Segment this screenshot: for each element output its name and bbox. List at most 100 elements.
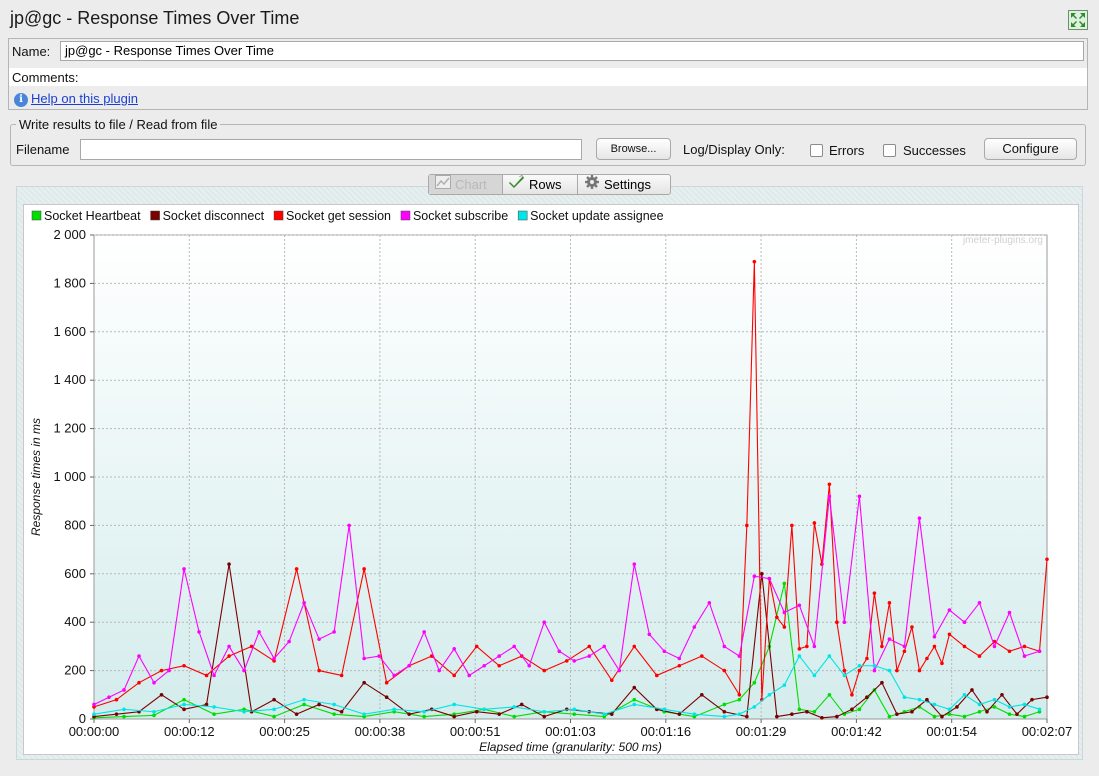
data-point — [317, 637, 321, 641]
data-point — [159, 668, 164, 673]
browse-button[interactable]: Browse... — [596, 138, 671, 160]
data-point — [332, 712, 336, 716]
data-point — [302, 697, 306, 702]
data-point — [887, 601, 892, 605]
data-point — [422, 709, 426, 714]
data-point — [1045, 557, 1049, 562]
data-point — [204, 673, 209, 678]
tab-settings[interactable]: Settings — [578, 175, 670, 194]
tab-settings-label: Settings — [604, 177, 651, 192]
data-point — [384, 680, 389, 685]
filename-input[interactable] — [80, 139, 582, 160]
data-point — [857, 707, 862, 712]
data-point — [902, 695, 907, 700]
data-point — [917, 668, 922, 673]
data-point — [782, 625, 787, 629]
data-point — [482, 663, 487, 668]
data-point — [752, 705, 757, 709]
data-point — [775, 615, 779, 620]
data-point — [812, 644, 817, 649]
data-point — [760, 572, 764, 576]
data-point — [872, 663, 877, 668]
data-point — [452, 714, 456, 719]
data-point — [932, 714, 937, 719]
data-point — [790, 523, 794, 528]
data-point — [1045, 695, 1049, 700]
tab-chart[interactable]: Chart — [429, 175, 503, 194]
data-point — [227, 562, 231, 566]
data-point — [827, 654, 832, 658]
successes-checkbox[interactable] — [883, 144, 896, 157]
data-point — [910, 625, 914, 629]
data-point — [1022, 654, 1027, 658]
data-point — [872, 591, 877, 595]
comments-field[interactable] — [9, 68, 1087, 86]
data-point — [797, 647, 802, 651]
data-point — [339, 673, 344, 678]
data-point — [92, 702, 96, 707]
legend-label: Socket Heartbeat — [44, 209, 141, 223]
data-point — [880, 680, 884, 685]
data-point — [1015, 712, 1019, 716]
data-point — [707, 601, 712, 605]
data-point — [114, 712, 119, 716]
data-point — [722, 714, 727, 719]
data-point — [947, 712, 952, 716]
tab-chart-label: Chart — [455, 177, 487, 192]
data-point — [977, 709, 982, 714]
data-point — [977, 654, 982, 658]
x-tick-label: 00:00:12 — [164, 724, 215, 739]
data-point — [362, 567, 366, 571]
data-point — [962, 714, 967, 719]
data-point — [272, 707, 276, 712]
data-point — [137, 654, 141, 658]
data-point — [182, 697, 186, 702]
data-point — [1007, 705, 1012, 709]
data-point — [339, 709, 344, 714]
legend-swatch — [31, 210, 42, 221]
data-point — [662, 707, 667, 712]
data-point — [1000, 693, 1004, 697]
data-point — [992, 644, 997, 649]
data-point — [609, 712, 614, 716]
data-point — [737, 654, 742, 658]
data-point — [985, 709, 989, 714]
name-field[interactable]: jp@gc - Response Times Over Time — [60, 41, 1084, 61]
configure-button[interactable]: Configure — [984, 138, 1077, 160]
data-point — [895, 712, 899, 716]
data-point — [542, 714, 547, 719]
data-point — [272, 697, 276, 702]
data-point — [272, 714, 276, 719]
data-point — [752, 574, 757, 579]
help-link[interactable]: Help on this plugin — [31, 91, 138, 106]
data-point — [662, 649, 667, 654]
data-point — [572, 712, 577, 716]
errors-checkbox[interactable] — [810, 144, 823, 157]
data-point — [362, 680, 366, 685]
data-point — [557, 649, 562, 654]
y-axis-label: Response times in ms — [29, 418, 43, 536]
data-point — [962, 644, 967, 649]
expand-icon[interactable] — [1068, 10, 1088, 30]
data-point — [452, 673, 456, 678]
data-point — [1030, 697, 1034, 702]
data-point — [932, 702, 937, 707]
data-point — [797, 707, 802, 712]
data-point — [122, 714, 126, 719]
data-point — [242, 668, 246, 673]
data-point — [820, 715, 824, 720]
data-point — [947, 608, 952, 612]
data-point — [850, 693, 854, 697]
data-point — [812, 521, 817, 525]
tab-rows[interactable]: Rows — [503, 175, 578, 194]
data-point — [797, 654, 802, 658]
data-point — [152, 713, 156, 718]
data-point — [835, 620, 839, 624]
x-tick-label: 00:01:54 — [926, 724, 977, 739]
comments-label: Comments: — [12, 70, 79, 85]
file-group — [10, 124, 1086, 166]
data-point — [775, 714, 779, 719]
data-point — [850, 707, 854, 712]
data-point — [782, 683, 787, 687]
data-point — [812, 709, 817, 714]
